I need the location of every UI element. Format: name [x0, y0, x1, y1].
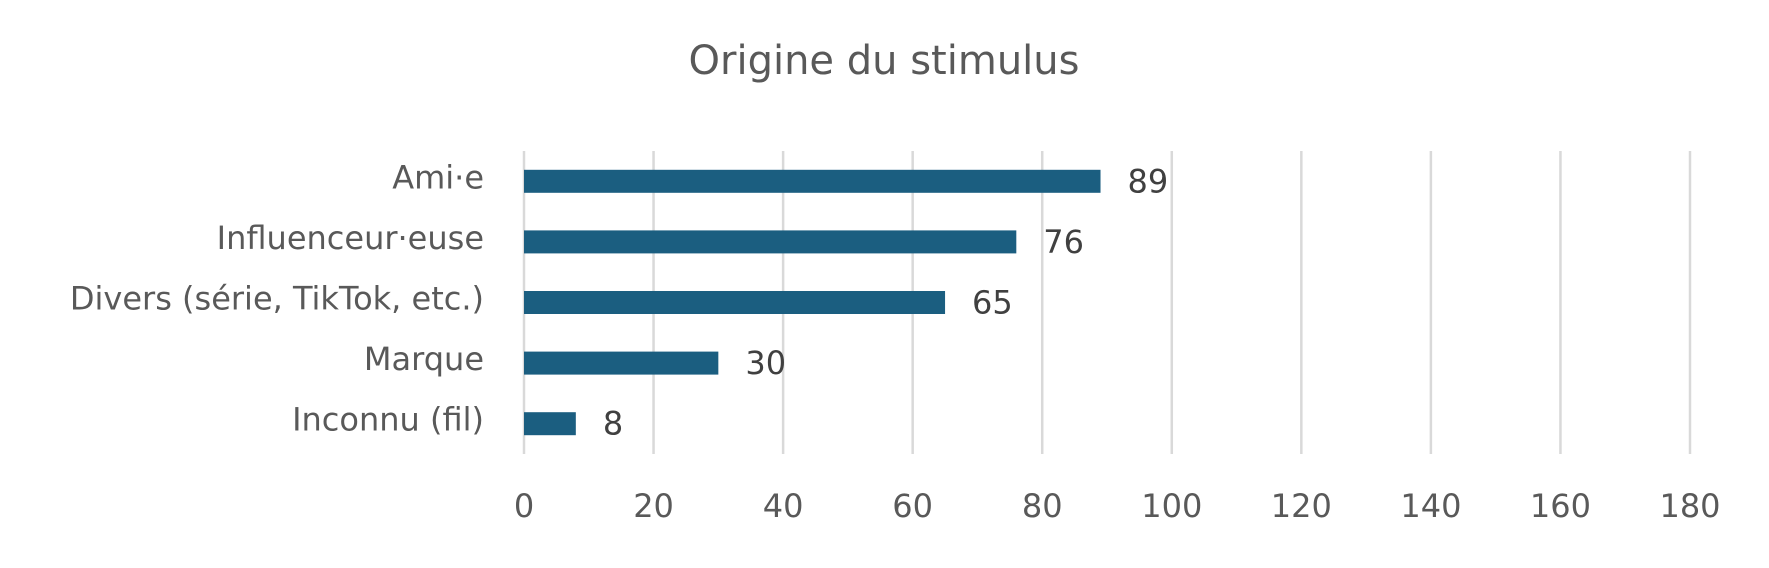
data-label: 89	[1128, 162, 1169, 200]
bar	[524, 351, 719, 375]
y-tick-label: Marque	[364, 340, 484, 378]
data-label: 76	[1043, 223, 1084, 261]
x-tick-label: 0	[514, 487, 534, 525]
y-tick-label: Influenceur·euse	[217, 219, 484, 257]
x-tick-label: 180	[1659, 487, 1720, 525]
bar	[524, 169, 1101, 193]
y-tick-label: Divers (série, TikTok, etc.)	[70, 280, 484, 318]
x-tick-label: 160	[1530, 487, 1591, 525]
bar	[524, 412, 576, 436]
x-tick-label: 100	[1141, 487, 1202, 525]
data-label: 30	[745, 344, 786, 382]
y-tick-label: Ami·e	[392, 158, 484, 196]
x-tick-label: 60	[892, 487, 933, 525]
y-tick-label: Inconnu (fil)	[292, 401, 484, 439]
bar	[524, 291, 946, 314]
chart-title: Origine du stimulus	[689, 38, 1080, 84]
x-tick-label: 120	[1271, 487, 1332, 525]
data-label: 8	[603, 405, 623, 443]
x-tick-label: 40	[763, 487, 804, 525]
x-tick-label: 20	[633, 487, 674, 525]
bar	[524, 230, 1017, 254]
data-label: 65	[972, 284, 1013, 322]
x-tick-label: 140	[1400, 487, 1461, 525]
x-tick-label: 80	[1022, 487, 1063, 525]
